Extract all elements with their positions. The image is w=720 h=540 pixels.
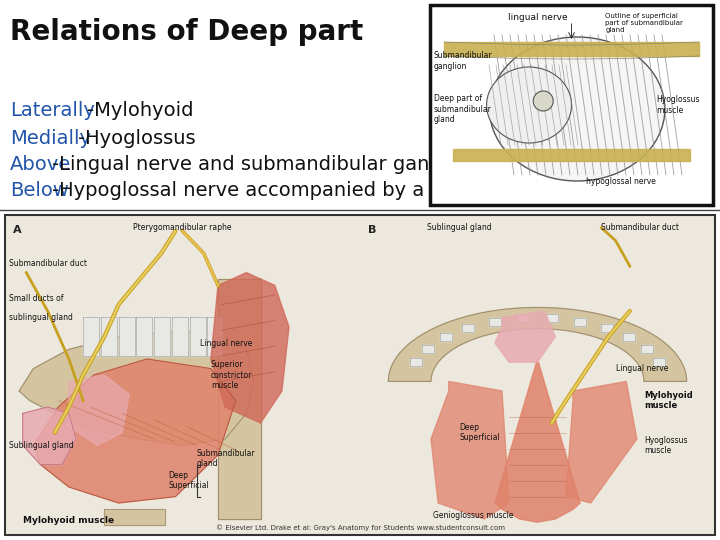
Bar: [5, 215, 715, 535]
Circle shape: [534, 91, 553, 111]
Text: -Lingual nerve and submandibular ganglion: -Lingual nerve and submandibular ganglio…: [53, 154, 477, 173]
Polygon shape: [69, 375, 130, 446]
Text: -Mylohyoid: -Mylohyoid: [86, 100, 193, 119]
Polygon shape: [600, 324, 613, 332]
Polygon shape: [495, 359, 580, 522]
Polygon shape: [575, 318, 587, 326]
Ellipse shape: [490, 37, 665, 181]
Text: A: A: [13, 225, 22, 235]
Polygon shape: [653, 358, 665, 366]
Text: Lingual nerve: Lingual nerve: [616, 364, 668, 373]
Ellipse shape: [487, 67, 572, 143]
Polygon shape: [136, 318, 153, 356]
Text: Hyoglossus
muscle: Hyoglossus muscle: [657, 95, 700, 114]
Text: Mylohyoid muscle: Mylohyoid muscle: [23, 516, 114, 525]
Polygon shape: [495, 311, 555, 362]
Polygon shape: [422, 345, 434, 353]
Text: Below: Below: [10, 180, 69, 199]
Text: Submandibular
gland: Submandibular gland: [197, 449, 256, 468]
Text: -Hypoglossal nerve accompanied by a pair of veins.: -Hypoglossal nerve accompanied by a pair…: [53, 180, 558, 199]
Polygon shape: [119, 318, 135, 356]
Text: lingual nerve: lingual nerve: [508, 13, 567, 22]
Text: sublingual gland: sublingual gland: [9, 313, 73, 322]
Polygon shape: [388, 307, 687, 381]
Polygon shape: [189, 318, 206, 356]
Polygon shape: [410, 358, 422, 366]
Text: Above: Above: [10, 154, 71, 173]
Polygon shape: [462, 324, 474, 332]
Text: Hyoglossus
muscle: Hyoglossus muscle: [644, 436, 688, 455]
Text: hypoglossal nerve: hypoglossal nerve: [585, 177, 655, 186]
Text: Pterygomandibular raphe: Pterygomandibular raphe: [132, 224, 231, 232]
Text: B: B: [368, 225, 377, 235]
Text: Laterally: Laterally: [10, 100, 95, 119]
Text: Relations of Deep part: Relations of Deep part: [10, 18, 364, 46]
Text: Sublingual gland: Sublingual gland: [9, 441, 73, 450]
Polygon shape: [641, 345, 653, 353]
Polygon shape: [33, 359, 235, 503]
Text: Lingual nerve: Lingual nerve: [200, 339, 253, 348]
Text: © Elsevier Ltd. Drake et al: Gray's Anatomy for Students www.studentconsult.com: © Elsevier Ltd. Drake et al: Gray's Anat…: [215, 524, 505, 531]
Text: Medially: Medially: [10, 129, 91, 147]
Polygon shape: [104, 509, 165, 525]
Polygon shape: [517, 314, 529, 322]
Polygon shape: [172, 318, 188, 356]
Polygon shape: [19, 330, 253, 446]
Polygon shape: [154, 318, 170, 356]
Polygon shape: [101, 318, 117, 356]
Text: Mylohyoid
muscle: Mylohyoid muscle: [644, 391, 693, 410]
Polygon shape: [211, 273, 289, 423]
Text: Small ducts of: Small ducts of: [9, 294, 63, 303]
Text: Submandibular duct: Submandibular duct: [601, 224, 680, 232]
Text: Submandibular duct: Submandibular duct: [9, 259, 86, 267]
Polygon shape: [546, 314, 558, 322]
Text: Submandibular
ganglion: Submandibular ganglion: [434, 51, 492, 71]
Text: Genioglossus muscle: Genioglossus muscle: [433, 511, 514, 521]
Polygon shape: [566, 381, 637, 503]
Text: Outline of superficial
part of submandibular
gland: Outline of superficial part of submandib…: [606, 13, 683, 33]
Polygon shape: [431, 381, 509, 519]
Bar: [430, 5, 713, 205]
Polygon shape: [623, 333, 635, 341]
Polygon shape: [83, 318, 99, 356]
Text: Deep
Superficial: Deep Superficial: [168, 471, 209, 490]
Text: -Hyoglossus: -Hyoglossus: [78, 129, 196, 147]
Text: Superior
constrictor
muscle: Superior constrictor muscle: [211, 360, 252, 390]
Polygon shape: [207, 318, 223, 356]
Text: Deep part of
submandibular
gland: Deep part of submandibular gland: [434, 94, 492, 124]
Polygon shape: [218, 279, 261, 519]
Text: Sublingual gland: Sublingual gland: [427, 224, 492, 232]
Text: Deep
Superficial: Deep Superficial: [459, 423, 500, 442]
Polygon shape: [440, 333, 452, 341]
Polygon shape: [23, 407, 76, 464]
Polygon shape: [489, 318, 500, 326]
